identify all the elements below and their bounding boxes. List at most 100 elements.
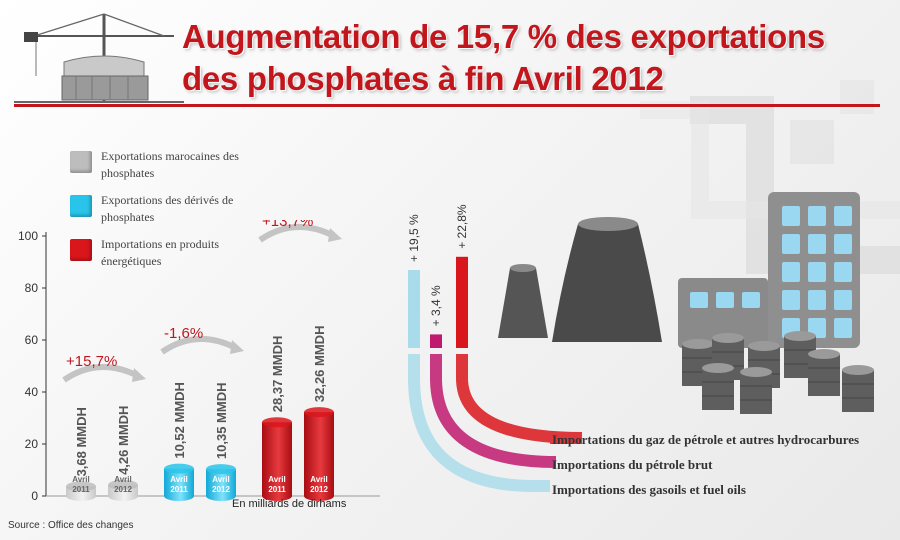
bar-base xyxy=(262,491,292,501)
bar-base xyxy=(206,491,236,501)
import-bar xyxy=(430,334,442,348)
bar-category-label: Avril xyxy=(212,475,230,484)
bar-category-label: 2012 xyxy=(310,485,328,494)
legend-item-phosphates: Exportations marocaines des phosphates xyxy=(70,148,270,182)
bar-value-label: 10,52 MMDH xyxy=(172,382,187,459)
legend-label: Exportations marocaines des phosphates xyxy=(101,149,239,180)
imports-chart: + 19,5 % + 3,4 % + 22,8% xyxy=(407,192,874,492)
source-note: Source : Office des changes xyxy=(8,520,134,531)
bar-category-label: Avril xyxy=(310,475,328,484)
legend-swatch-blue xyxy=(70,195,92,217)
building-window xyxy=(834,206,852,226)
y-tick-label: 100 xyxy=(18,229,38,243)
building-window xyxy=(808,234,826,254)
building-window xyxy=(690,292,708,308)
cooling-tower xyxy=(552,224,662,342)
bar-top xyxy=(304,407,334,418)
oil-barrel-top xyxy=(842,365,874,375)
building-window xyxy=(808,206,826,226)
factory-icon xyxy=(498,192,874,414)
building-window xyxy=(808,290,826,310)
trend-arrow-head xyxy=(328,228,342,242)
building-window xyxy=(834,290,852,310)
trend-arrow xyxy=(258,224,336,243)
legend-label: Exportations des dérivés de phosphates xyxy=(101,193,234,224)
oil-barrel-top xyxy=(740,367,772,377)
bar-top xyxy=(66,481,96,492)
trend-arrow-head xyxy=(132,368,146,382)
bar-value-label: 3,68 MMDH xyxy=(74,407,89,476)
cooling-tower-top xyxy=(510,264,536,272)
bar-value-label: 4,26 MMDH xyxy=(116,406,131,475)
bar-category-label: 2012 xyxy=(212,485,230,494)
bar-value-label: 10,35 MMDH xyxy=(214,383,229,460)
bar-base xyxy=(108,491,138,501)
import-label-brut: Importations du pétrole brut xyxy=(552,457,713,472)
oil-barrel-icon xyxy=(808,354,840,396)
bar-top xyxy=(206,464,236,475)
legend-item-derives: Exportations des dérivés de phosphates xyxy=(70,192,270,226)
bar-value-label: 32,26 MMDH xyxy=(312,326,327,403)
oil-barrel-icon xyxy=(740,372,772,414)
bar-category-label: 2011 xyxy=(268,485,286,494)
building-window xyxy=(716,292,734,308)
trend-arrow-head xyxy=(230,340,244,354)
change-label: +15,7% xyxy=(66,353,117,370)
unit-label: En milliards de dirhams xyxy=(232,498,347,510)
import-change-label: + 19,5 % xyxy=(407,214,421,262)
legend-swatch-gray xyxy=(70,151,92,173)
import-bar xyxy=(456,256,468,348)
building-window xyxy=(782,290,800,310)
cooling-tower xyxy=(498,268,548,338)
oil-barrel-top xyxy=(784,331,816,341)
bar xyxy=(262,422,292,496)
oil-barrel-top xyxy=(702,363,734,373)
change-label: +13,7% xyxy=(262,220,313,230)
oil-barrel-top xyxy=(808,349,840,359)
import-ribbon xyxy=(456,354,583,444)
import-label-gaz: Importations du gaz de pétrole et autres… xyxy=(552,432,860,447)
oil-barrel-top xyxy=(682,339,714,349)
bar-category-label: Avril xyxy=(72,475,90,484)
page-title: Augmentation de 15,7 % des exportations … xyxy=(182,16,892,100)
bar-category-label: 2011 xyxy=(170,485,188,494)
title-divider xyxy=(14,104,880,107)
bar-category-label: 2011 xyxy=(72,485,90,494)
bar-top xyxy=(108,479,138,490)
building-window xyxy=(782,234,800,254)
legend-item-energie: Importations en produits énergétiques xyxy=(70,236,270,270)
import-change-label: + 22,8% xyxy=(455,204,469,249)
building-window xyxy=(782,206,800,226)
import-ribbon xyxy=(430,354,557,468)
bar-top xyxy=(262,417,292,428)
bar-value-label: 28,37 MMDH xyxy=(270,336,285,413)
cooling-tower-top xyxy=(578,217,638,231)
bar xyxy=(108,484,138,496)
import-label-gasoils: Importations des gasoils et fuel oils xyxy=(552,482,746,497)
legend-label: Importations en produits énergétiques xyxy=(101,237,219,268)
title-line-2: des phosphates à fin Avril 2012 xyxy=(182,60,664,97)
building-window xyxy=(834,234,852,254)
legend: Exportations marocaines des phosphates E… xyxy=(70,148,270,280)
y-tick-label: 40 xyxy=(25,385,39,399)
crane-icon xyxy=(14,13,184,103)
building-window xyxy=(808,262,826,282)
legend-swatch-red xyxy=(70,239,92,261)
bar-category-label: Avril xyxy=(268,475,286,484)
building-window xyxy=(742,292,760,308)
building-window xyxy=(782,262,800,282)
building-window xyxy=(834,262,852,282)
bar-category-label: 2012 xyxy=(114,485,132,494)
building-window xyxy=(834,318,852,338)
bar-base xyxy=(304,491,334,501)
y-tick-label: 80 xyxy=(25,281,39,295)
y-tick-label: 0 xyxy=(31,489,38,503)
oil-barrel-top xyxy=(712,333,744,343)
bar xyxy=(304,412,334,496)
bar-base xyxy=(66,491,96,501)
bar-top xyxy=(164,463,194,474)
title-line-1: Augmentation de 15,7 % des exportations xyxy=(182,18,825,55)
y-tick-label: 60 xyxy=(25,333,39,347)
import-bar xyxy=(408,270,420,348)
